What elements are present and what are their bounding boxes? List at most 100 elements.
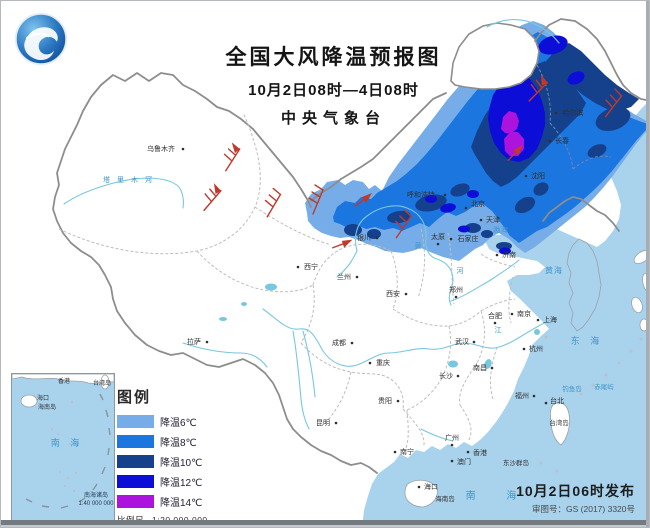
city-dot xyxy=(510,312,514,316)
inset-islands xyxy=(50,400,78,493)
city-label: 天津 xyxy=(486,216,500,224)
sea-label: 渤海 xyxy=(493,225,509,234)
city-label: 贵阳 xyxy=(378,396,392,405)
legend-label: 降温8℃ xyxy=(160,437,197,449)
city-dot xyxy=(548,139,552,143)
city-label: 广州 xyxy=(445,433,459,442)
legend-rows: 降温6℃ 降温8℃ 降温10℃ 降温12℃ 降温14℃ xyxy=(117,411,257,511)
wind-barb-icon xyxy=(308,184,324,215)
rivers xyxy=(63,19,560,442)
legend-label: 降温10℃ xyxy=(160,457,203,469)
inset-place-label: 海口 xyxy=(37,394,49,402)
city-dot xyxy=(495,253,499,257)
city-label: 南京 xyxy=(517,309,531,318)
island-label: 海南岛 xyxy=(435,494,455,503)
wind-arrow-icon xyxy=(507,144,523,161)
legend-color-swatch xyxy=(117,414,154,428)
city-label: 上海 xyxy=(543,315,557,324)
legend-color-swatch xyxy=(117,474,154,488)
release-info: 10月2日06时发布 审图号：GS (2017) 3320号 xyxy=(516,481,635,515)
wind-barbs xyxy=(203,74,623,249)
city-dot xyxy=(350,341,354,345)
island-label: 东沙群岛 xyxy=(503,458,529,467)
city-dot xyxy=(375,236,379,240)
city-label: 海口 xyxy=(424,482,438,491)
city-label: 济南 xyxy=(502,250,516,259)
city-dot xyxy=(490,366,494,370)
inset-hainan xyxy=(20,394,38,408)
city-dot xyxy=(396,399,400,403)
city-dot xyxy=(205,340,209,344)
city-label: 合肥 xyxy=(488,311,502,320)
city-dot xyxy=(334,421,338,425)
river-label: 塔里木河 xyxy=(103,175,159,184)
release-time: 10月2日06时发布 xyxy=(516,483,635,499)
city-dot xyxy=(479,218,483,222)
city-label: 西安 xyxy=(386,289,400,298)
cma-logo xyxy=(14,12,68,66)
map-title: 全国大风降温预报图 xyxy=(225,46,442,69)
sea-label: 东 海 xyxy=(571,335,604,346)
city-label: 哈尔滨 xyxy=(563,108,584,117)
wind-barb-icon xyxy=(395,209,412,239)
city-label: 拉萨 xyxy=(187,337,201,346)
sea-label: 南 海 xyxy=(466,489,531,502)
inset-place-label: 香港 xyxy=(58,377,70,385)
city-label: 兰州 xyxy=(337,272,351,281)
city-dot xyxy=(472,340,476,344)
city-label: 武汉 xyxy=(455,337,469,346)
inset-sea-label: 南 海 xyxy=(51,437,84,448)
wind-flag-icon xyxy=(528,74,549,102)
map-license-number: 审图号：GS (2017) 3320号 xyxy=(532,504,635,514)
city-dot xyxy=(522,347,526,351)
city-dot xyxy=(532,394,536,398)
frame-right-bar xyxy=(646,1,649,527)
title-block: 全国大风降温预报图 10月2日08时—4日08时 中央气象台 xyxy=(191,41,476,128)
legend-label: 降温12℃ xyxy=(160,477,203,489)
city-dot xyxy=(393,450,397,454)
legend-color-swatch xyxy=(117,434,154,448)
city-label: 成都 xyxy=(332,338,346,347)
legend-row: 降温10℃ xyxy=(117,451,257,471)
inset-place-label: 海南岛 xyxy=(38,403,56,411)
island-label: 台湾岛 xyxy=(549,418,569,427)
city-dot xyxy=(449,237,453,241)
legend-row: 降温12℃ xyxy=(117,471,257,491)
taiwan-island xyxy=(550,402,570,446)
legend-row: 降温14℃ xyxy=(117,491,257,511)
wind-barb-icon xyxy=(264,187,282,218)
inset-place-label: 台湾岛 xyxy=(93,379,111,387)
city-label: 澳门 xyxy=(457,457,471,466)
forecast-period: 10月2日08时—4日08时 xyxy=(248,82,419,99)
inset-scale: 1:40 000 000 xyxy=(78,501,114,507)
river-label: 河 xyxy=(457,267,464,275)
city-label: 乌鲁木齐 xyxy=(147,144,175,153)
city-label: 北京 xyxy=(471,199,485,208)
agency-name: 中央气象台 xyxy=(280,110,386,127)
city-dot xyxy=(355,275,359,279)
wind-arrow-icon xyxy=(332,239,353,249)
city-dot xyxy=(454,295,458,299)
city-label: 西宁 xyxy=(304,262,318,271)
city-label: 石家庄 xyxy=(458,234,479,243)
city-dot xyxy=(417,485,421,489)
legend-color-swatch xyxy=(117,494,154,508)
sea xyxy=(362,101,649,527)
city-label: 昆明 xyxy=(316,419,330,427)
legend-label: 降温14℃ xyxy=(160,497,203,509)
river-label: 黄 xyxy=(415,241,422,250)
wind-flag-icon xyxy=(203,183,222,212)
wind-arrow-icon xyxy=(354,193,372,207)
city-label: 沈阳 xyxy=(531,171,545,180)
mongolia-border-lobe xyxy=(450,22,540,90)
city-label: 福州 xyxy=(515,391,529,400)
inset-caption: 南海诸岛 xyxy=(84,491,108,499)
city-dot xyxy=(536,318,540,322)
city-dot xyxy=(450,459,454,463)
